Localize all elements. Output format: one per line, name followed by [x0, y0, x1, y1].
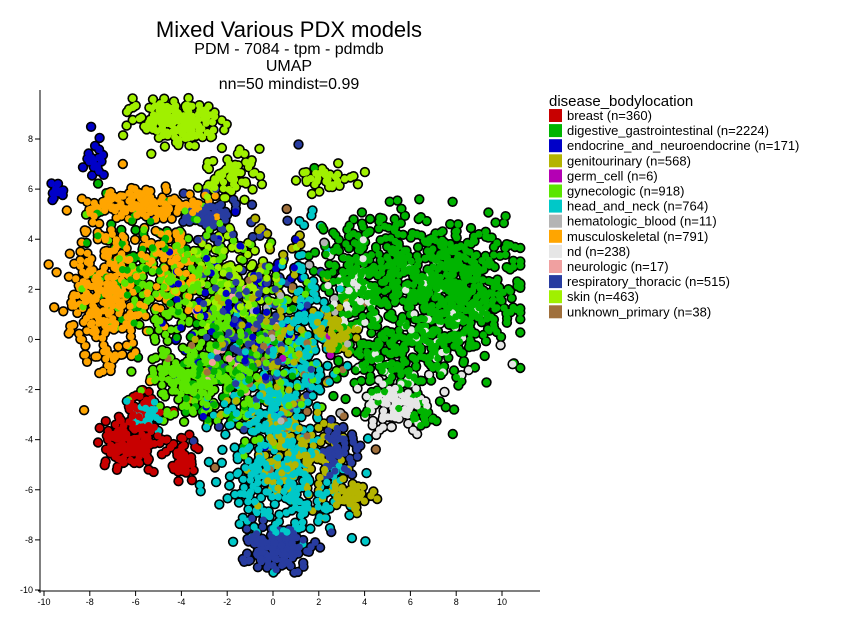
data-point: [373, 495, 381, 503]
data-point: [251, 247, 259, 255]
data-point: [308, 190, 316, 198]
data-point: [81, 342, 89, 350]
data-point: [197, 487, 205, 495]
data-point: [87, 123, 95, 131]
points-fill: [45, 94, 524, 577]
data-point: [450, 406, 458, 414]
data-points: [43, 92, 526, 578]
chart-subtitle-2: UMAP: [266, 58, 312, 75]
data-point: [114, 343, 122, 351]
data-point: [465, 366, 473, 374]
data-point: [324, 362, 332, 370]
data-point: [50, 303, 58, 311]
chart-subtitle-3: nn=50 mindist=0.99: [219, 76, 360, 93]
chart-subtitle-1: PDM - 7084 - tpm - pdmdb: [194, 41, 384, 58]
data-point: [364, 434, 372, 443]
chart-title: Mixed Various PDX models: [156, 17, 422, 42]
data-point: [218, 446, 226, 454]
data-point: [236, 520, 244, 528]
data-point: [88, 171, 96, 180]
data-point: [149, 95, 157, 103]
data-point: [119, 131, 127, 139]
data-point: [508, 294, 516, 302]
data-point: [129, 116, 137, 124]
data-point: [211, 192, 219, 200]
data-point: [446, 220, 454, 228]
